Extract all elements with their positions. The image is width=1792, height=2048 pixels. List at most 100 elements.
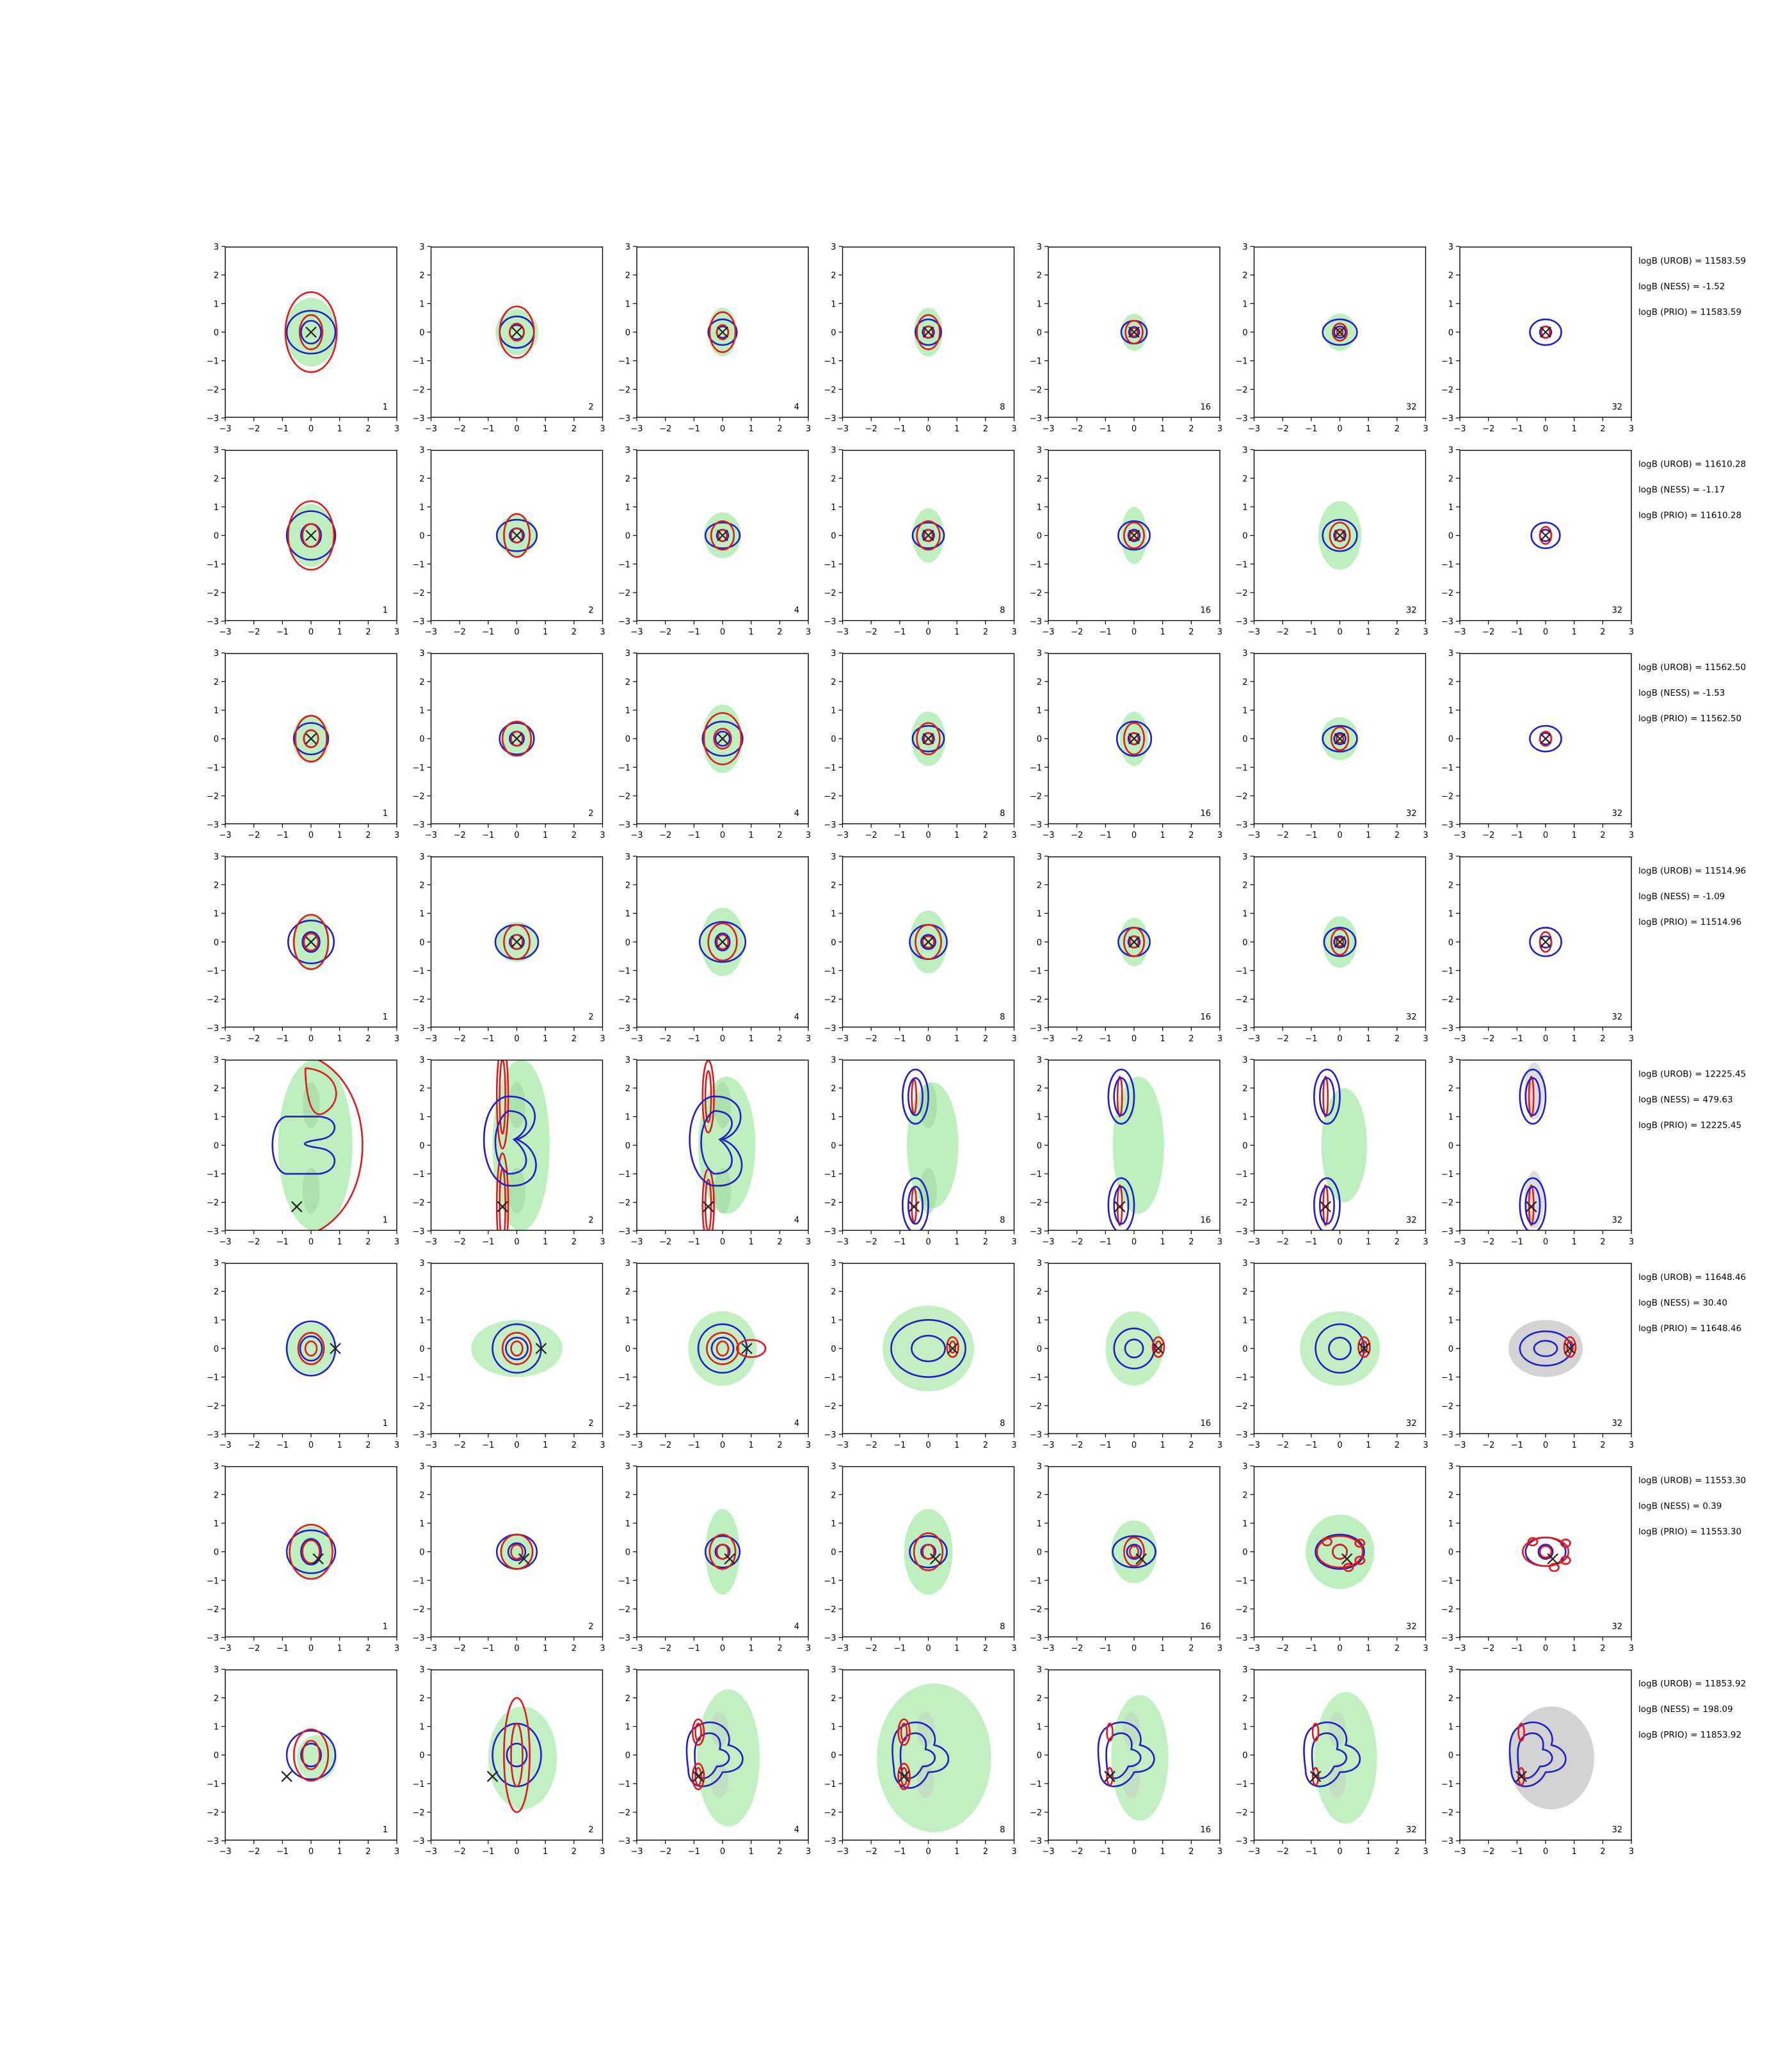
x-tick-label: −1 — [482, 831, 494, 840]
x-tick-label: 0 — [1132, 1237, 1137, 1247]
x-tick-label: −2 — [454, 1847, 466, 1857]
y-tick-label: −1 — [1441, 1576, 1453, 1586]
red-contour — [1123, 722, 1145, 756]
y-tick-label: 0 — [831, 1345, 836, 1354]
red-contour — [1521, 1536, 1570, 1567]
x-tick-label: 3 — [394, 628, 399, 637]
red-contour — [1517, 1767, 1525, 1786]
x-tick-label: −3 — [1248, 1034, 1260, 1044]
y-tick-label: 1 — [419, 300, 424, 309]
x-tick-label: −1 — [1100, 1847, 1112, 1857]
y-tick-label: 3 — [214, 1055, 219, 1065]
subplot-r1-c4: −3 −2 −1 0 1 2 3 −3 −2 −1 0 1 2 3 8 — [824, 243, 1016, 434]
x-tick-label: 0 — [1543, 1237, 1548, 1247]
y-tick-label: 3 — [419, 1055, 424, 1065]
red-contour — [1329, 522, 1351, 550]
x-marker — [947, 1343, 959, 1354]
y-tick-label: 1 — [214, 503, 219, 513]
blue-contour — [1322, 724, 1358, 753]
x-tick-label: 0 — [1543, 1644, 1548, 1654]
x-tick-label: 1 — [337, 831, 342, 840]
subplot-r5-c5: −3 −2 −1 0 1 2 3 −3 −2 −1 0 1 2 3 16 — [1030, 1055, 1222, 1247]
panel-label: 4 — [794, 1215, 799, 1225]
x-tick-label: −2 — [659, 1237, 671, 1247]
blue-contour — [1318, 1077, 1335, 1116]
x-tick-label: −3 — [1042, 1237, 1054, 1247]
red-contour — [284, 291, 338, 373]
x-tick-label: −3 — [219, 831, 231, 840]
x-tick-label: 2 — [1395, 1237, 1400, 1247]
x-tick-label: −2 — [1071, 831, 1083, 840]
x-tick-label: 3 — [1423, 1441, 1428, 1450]
blue-contour — [1524, 1077, 1541, 1116]
x-tick-label: 3 — [1011, 1034, 1016, 1044]
subplot-r8-c5: −3 −2 −1 0 1 2 3 −3 −2 −1 0 1 2 3 16 — [1030, 1665, 1222, 1857]
red-contour — [304, 1067, 337, 1116]
y-tick-label: 2 — [625, 474, 630, 484]
x-marker — [330, 1343, 341, 1354]
blue-contour — [1322, 518, 1358, 552]
y-tick-label: 1 — [1037, 1113, 1042, 1123]
y-tick-label: 3 — [214, 1259, 219, 1268]
x-tick-label: 1 — [337, 1847, 342, 1857]
red-contour — [1106, 1722, 1114, 1742]
blue-contour — [902, 1068, 929, 1125]
x-tick-label: 1 — [1160, 628, 1165, 637]
y-tick-label: 1 — [214, 1113, 219, 1123]
panel-label: 2 — [588, 1012, 593, 1022]
green-density — [1321, 1088, 1367, 1203]
y-tick-label: 2 — [419, 1288, 424, 1297]
subplot-r2-c5: −3 −2 −1 0 1 2 3 −3 −2 −1 0 1 2 3 16 — [1030, 446, 1222, 637]
red-contour — [922, 1544, 935, 1560]
blue-contour — [1333, 325, 1347, 339]
panel-label: 32 — [1612, 809, 1622, 819]
y-tick-label: −1 — [824, 357, 836, 367]
y-tick-label: −3 — [1441, 1430, 1453, 1440]
y-tick-label: 0 — [419, 328, 424, 338]
x-tick-label: 3 — [1423, 1237, 1428, 1247]
y-tick-label: −3 — [1030, 1227, 1042, 1236]
panel-label: 16 — [1200, 1622, 1211, 1632]
y-tick-label: −3 — [412, 1227, 424, 1236]
y-tick-label: −3 — [1235, 1024, 1247, 1034]
logb-annotation: logB (NESS) = -1.09 — [1638, 892, 1725, 902]
y-tick-label: −2 — [207, 385, 219, 395]
y-tick-label: 3 — [1448, 852, 1453, 862]
x-tick-label: 2 — [983, 1441, 988, 1450]
plot-area — [1521, 1536, 1571, 1572]
y-tick-label: 2 — [831, 271, 836, 281]
y-tick-label: −2 — [1441, 1199, 1453, 1208]
y-tick-label: 3 — [1037, 446, 1042, 456]
x-tick-label: 3 — [1629, 1441, 1634, 1450]
blue-contour — [483, 1096, 537, 1187]
x-tick-label: 2 — [365, 628, 371, 637]
y-tick-label: −2 — [207, 1809, 219, 1818]
x-tick-label: 0 — [1132, 1441, 1137, 1450]
x-tick-label: 3 — [806, 831, 811, 840]
panel-label: 8 — [1000, 1215, 1005, 1225]
blue-contour — [1113, 1185, 1130, 1225]
x-tick-label: 0 — [925, 628, 931, 637]
blue-contour — [1323, 927, 1357, 957]
x-tick-label: −3 — [836, 424, 849, 434]
x-marker — [1540, 326, 1551, 338]
blue-contour — [1519, 1177, 1547, 1231]
logb-annotation: logB (PRIO) = 11562.50 — [1638, 714, 1741, 724]
green-density — [285, 1322, 337, 1375]
y-tick-label: 1 — [831, 1519, 836, 1529]
y-tick-label: 1 — [214, 1723, 219, 1732]
red-contour — [510, 1544, 524, 1560]
x-tick-label: −3 — [1042, 1034, 1054, 1044]
y-tick-label: −2 — [1030, 1402, 1042, 1411]
x-tick-label: 0 — [925, 1847, 931, 1857]
y-tick-label: 0 — [1448, 328, 1453, 338]
y-tick-label: −3 — [412, 1634, 424, 1644]
panel-label: 2 — [588, 1419, 593, 1428]
red-contour — [708, 311, 737, 353]
x-marker — [1540, 936, 1551, 948]
red-contour — [716, 324, 730, 340]
x-tick-label: 0 — [1132, 628, 1137, 637]
y-tick-label: −1 — [1441, 560, 1453, 570]
y-tick-label: 0 — [419, 532, 424, 541]
blue-contour — [300, 319, 322, 345]
